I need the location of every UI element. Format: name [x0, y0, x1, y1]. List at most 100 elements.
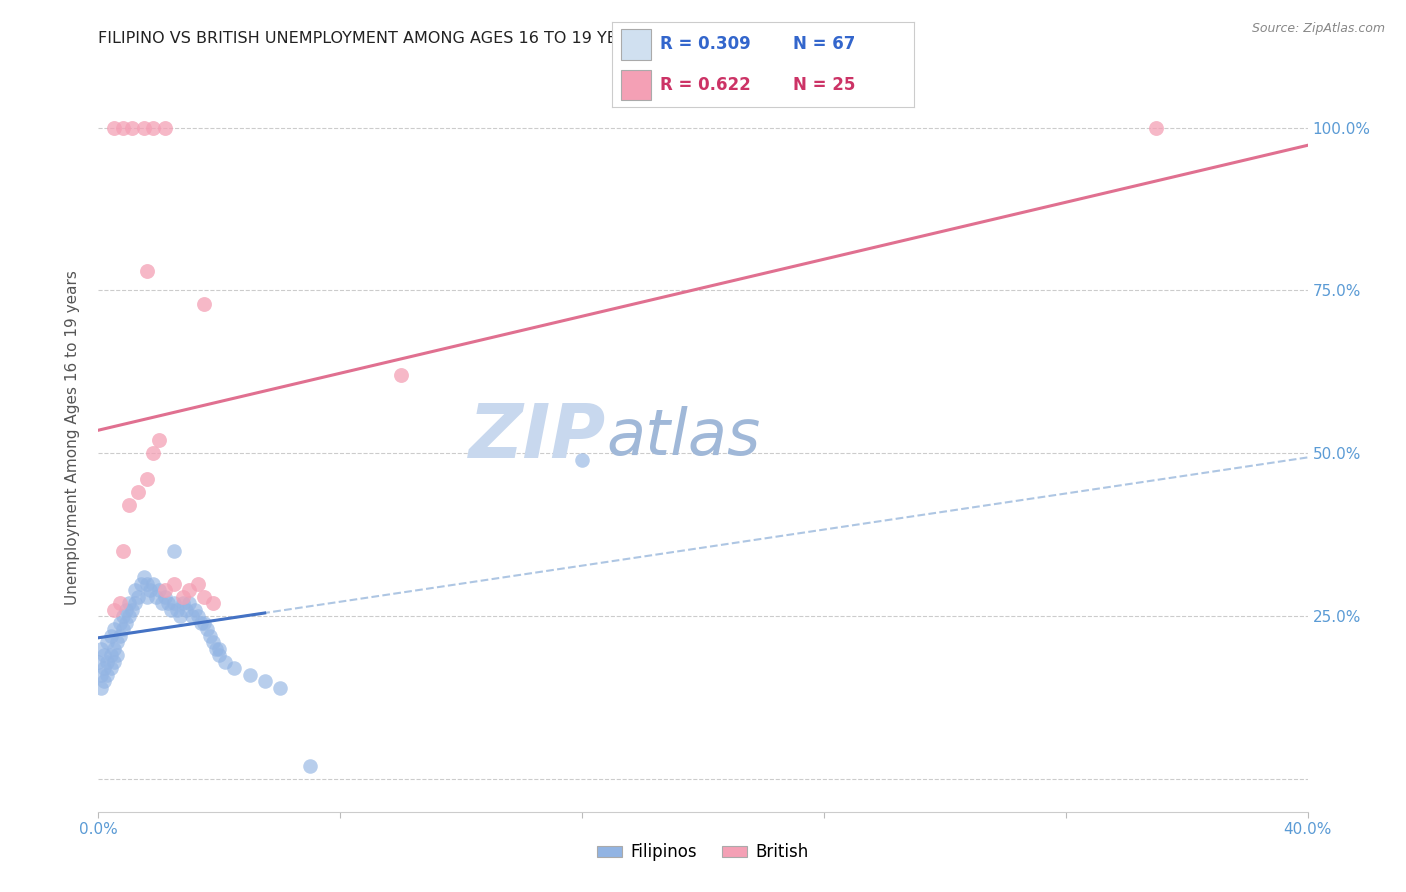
Point [103, 622, 125, 636]
Point [108, 629, 131, 643]
Point [93, 648, 115, 663]
Point [139, 583, 162, 598]
Point [100, 648, 122, 663]
Point [195, 622, 218, 636]
Legend: Filipinos, British: Filipinos, British [591, 837, 815, 868]
Point [90, 641, 112, 656]
FancyBboxPatch shape [620, 29, 651, 60]
Point [208, 641, 231, 656]
Point [118, 609, 141, 624]
Point [208, 648, 231, 663]
Point [135, 472, 157, 486]
Text: R = 0.309: R = 0.309 [659, 36, 751, 54]
Point [127, 590, 149, 604]
Point [190, 615, 212, 630]
Text: ZIP: ZIP [470, 401, 606, 474]
Point [181, 609, 204, 624]
Point [166, 603, 188, 617]
Point [90, 681, 112, 695]
Point [202, 596, 225, 610]
Point [148, 583, 170, 598]
Point [96, 655, 118, 669]
Point [172, 590, 194, 604]
Point [202, 635, 225, 649]
Point [193, 590, 215, 604]
Point [103, 120, 125, 135]
Point [129, 576, 152, 591]
Point [389, 368, 412, 383]
Point [1144, 120, 1167, 135]
Text: N = 25: N = 25 [793, 76, 855, 94]
Point [132, 570, 155, 584]
Point [150, 596, 173, 610]
Point [90, 668, 112, 682]
Point [121, 603, 143, 617]
Point [108, 596, 131, 610]
Point [124, 583, 146, 598]
Point [224, 661, 246, 675]
Point [153, 120, 176, 135]
Point [239, 668, 262, 682]
Point [108, 615, 131, 630]
Point [179, 583, 201, 598]
Point [114, 603, 136, 617]
Point [169, 609, 191, 624]
FancyBboxPatch shape [620, 70, 651, 100]
Point [145, 590, 167, 604]
Point [142, 120, 165, 135]
Point [184, 603, 207, 617]
Point [111, 544, 134, 558]
Point [135, 264, 157, 278]
Point [127, 485, 149, 500]
Point [163, 596, 186, 610]
Point [179, 596, 201, 610]
Point [114, 615, 136, 630]
Text: FILIPINO VS BRITISH UNEMPLOYMENT AMONG AGES 16 TO 19 YEARS CORRELATION CHART: FILIPINO VS BRITISH UNEMPLOYMENT AMONG A… [98, 31, 828, 46]
Point [135, 590, 157, 604]
Point [96, 668, 118, 682]
Point [299, 759, 322, 773]
Point [132, 120, 155, 135]
Point [269, 681, 291, 695]
Point [193, 615, 215, 630]
Point [205, 641, 228, 656]
Point [200, 629, 222, 643]
Point [124, 596, 146, 610]
Text: R = 0.622: R = 0.622 [659, 76, 751, 94]
Point [142, 446, 165, 460]
Point [111, 120, 134, 135]
Point [100, 661, 122, 675]
Point [193, 296, 215, 310]
Text: N = 67: N = 67 [793, 36, 855, 54]
Point [118, 596, 141, 610]
Point [135, 576, 157, 591]
Point [100, 629, 122, 643]
Point [87, 655, 110, 669]
Text: Source: ZipAtlas.com: Source: ZipAtlas.com [1251, 22, 1385, 36]
Point [93, 661, 115, 675]
Point [121, 120, 143, 135]
Y-axis label: Unemployment Among Ages 16 to 19 years: Unemployment Among Ages 16 to 19 years [65, 269, 80, 605]
Point [93, 674, 115, 689]
Point [156, 596, 179, 610]
Point [163, 544, 186, 558]
Point [111, 609, 134, 624]
Point [142, 576, 165, 591]
Point [163, 576, 186, 591]
Point [571, 453, 593, 467]
Point [103, 603, 125, 617]
Point [105, 635, 128, 649]
Point [187, 609, 209, 624]
Point [105, 648, 128, 663]
Point [214, 655, 236, 669]
Point [118, 499, 141, 513]
Point [103, 655, 125, 669]
Point [253, 674, 276, 689]
Point [172, 596, 194, 610]
Point [187, 576, 209, 591]
Text: atlas: atlas [606, 406, 761, 468]
Point [153, 590, 176, 604]
Point [111, 622, 134, 636]
Point [148, 434, 170, 448]
Point [96, 635, 118, 649]
